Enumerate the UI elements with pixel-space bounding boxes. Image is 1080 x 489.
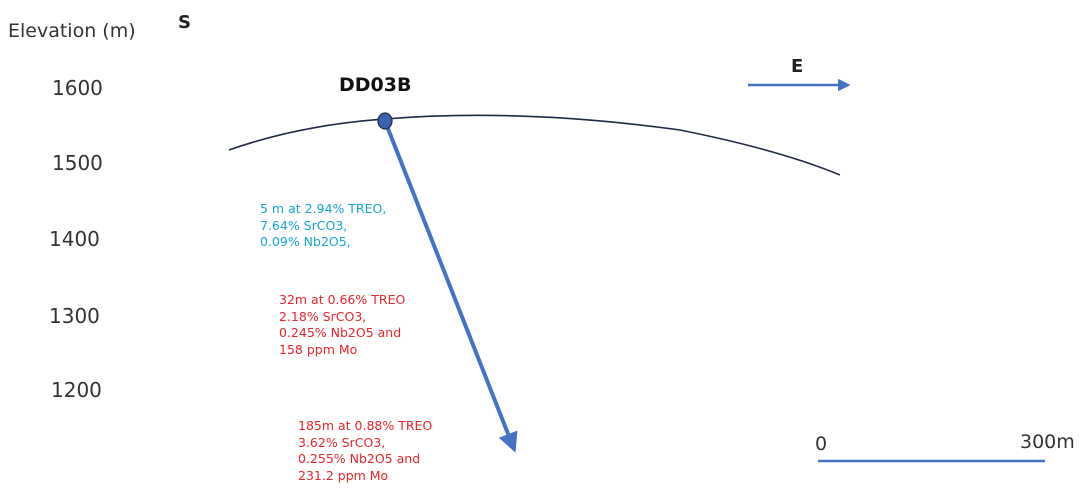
intercept-annotation-2: 32m at 0.66% TREO 2.18% SrCO3, 0.245% Nb…	[279, 292, 405, 358]
intercept-line: 32m at 0.66% TREO	[279, 292, 406, 307]
intercept-line: 231.2 ppm Mo	[298, 467, 389, 483]
intercept-line: 3.62% SrCO3,	[298, 434, 386, 450]
south-direction-label: S	[178, 12, 191, 33]
topography-line	[228, 114, 841, 176]
drillhole-label: DD03B	[339, 74, 412, 96]
elevation-tick-label: 1500	[52, 151, 103, 175]
intercept-line: 5 m at 2.94% TREO,	[260, 201, 387, 216]
scale-bar-start-label: 0	[815, 433, 828, 455]
intercept-line: 185m at 0.88% TREO	[298, 418, 433, 433]
intercept-annotation-1: 5 m at 2.94% TREO, 7.64% SrCO3, 0.09% Nb…	[260, 201, 386, 251]
intercept-line: 0.255% Nb2O5 and	[298, 451, 421, 466]
drill-hole-trace	[383, 120, 518, 453]
intercept-line: 0.09% Nb2O5,	[260, 234, 351, 249]
elevation-tick-label: 1400	[49, 227, 100, 251]
east-direction-label: E	[791, 56, 804, 77]
elevation-tick-label: 1300	[49, 304, 100, 328]
elevation-tick-label: 1200	[51, 378, 102, 402]
intercept-line: 2.18% SrCO3,	[279, 308, 367, 324]
elevation-axis-title: Elevation (m)	[8, 20, 136, 42]
intercept-line: 0.245% Nb2O5 and	[279, 325, 402, 340]
intercept-line: 7.64% SrCO3,	[260, 217, 348, 233]
elevation-tick-label: 1600	[52, 76, 103, 100]
scale-bar-end-label: 300m	[1020, 431, 1075, 453]
drill-collar-marker	[377, 112, 393, 130]
intercept-line: 158 ppm Mo	[279, 341, 358, 357]
intercept-annotation-3: 185m at 0.88% TREO 3.62% SrCO3, 0.255% N…	[298, 418, 432, 484]
